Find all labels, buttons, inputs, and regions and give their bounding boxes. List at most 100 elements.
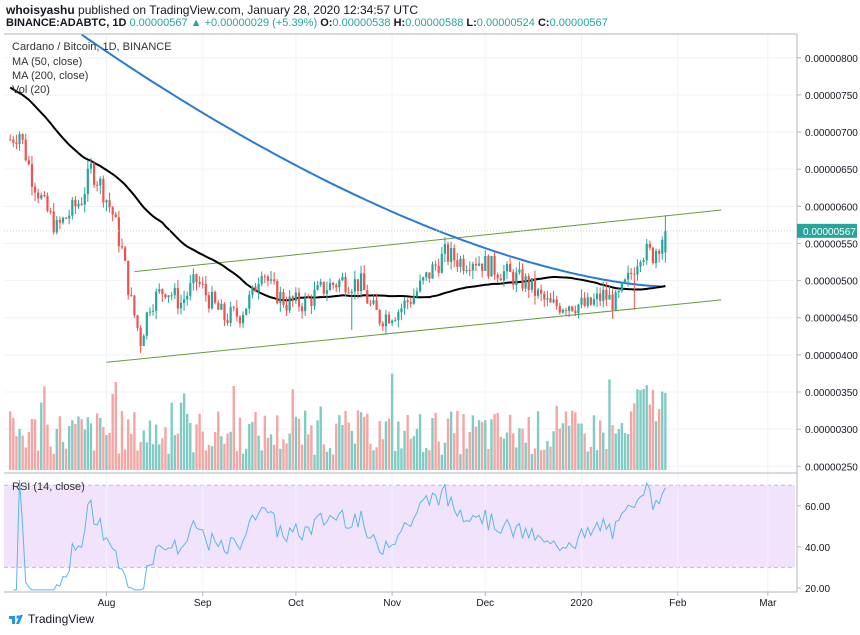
volume-bar bbox=[549, 446, 552, 470]
volume-bar bbox=[294, 416, 298, 470]
candle-body bbox=[58, 220, 61, 223]
volume-bar bbox=[99, 417, 102, 470]
volume-bar bbox=[645, 385, 648, 470]
volume-bar bbox=[276, 415, 279, 470]
legend-ma50[interactable]: MA (50, close) bbox=[12, 56, 83, 68]
ma200-line bbox=[81, 33, 666, 288]
volume-bar bbox=[431, 418, 434, 470]
volume-bar bbox=[527, 417, 530, 470]
volume-bar bbox=[589, 446, 593, 470]
candle-body bbox=[350, 291, 353, 293]
candle-body bbox=[422, 277, 425, 281]
volume-bar bbox=[577, 423, 580, 470]
published-text: published on TradingView.com, January 28… bbox=[78, 3, 419, 17]
volume-bar bbox=[257, 435, 260, 470]
candle-body bbox=[599, 293, 602, 301]
candle-body bbox=[245, 308, 248, 315]
last-price-tag-label: 0.00000567 bbox=[803, 227, 856, 238]
candle-body bbox=[214, 291, 217, 303]
open-label: O: bbox=[320, 17, 333, 29]
volume-bar bbox=[210, 446, 214, 470]
chart[interactable]: 0.00000800 0.00000750 0.00000700 0.00000650… bbox=[0, 0, 860, 612]
candle-body bbox=[310, 297, 313, 306]
volume-bar bbox=[359, 412, 363, 470]
candle-body bbox=[313, 289, 316, 306]
footer-brand[interactable]: TradingView bbox=[28, 612, 95, 626]
candle-body bbox=[577, 304, 580, 314]
volume-bar bbox=[468, 431, 471, 470]
candle-body bbox=[450, 248, 453, 262]
candle-body bbox=[552, 299, 555, 303]
candle-body bbox=[623, 279, 627, 283]
candle-body bbox=[164, 294, 167, 298]
candle-body bbox=[459, 258, 462, 267]
tradingview-logo-icon[interactable] bbox=[8, 613, 24, 625]
candle-body bbox=[493, 256, 496, 275]
legend-ma200[interactable]: MA (200, close) bbox=[12, 70, 89, 82]
candle-body bbox=[347, 292, 350, 294]
candle-body bbox=[592, 299, 596, 305]
volume-bar bbox=[269, 434, 273, 470]
rsi-tick-label: 40.00 bbox=[805, 543, 830, 554]
volume-bar bbox=[303, 410, 307, 470]
candle-body bbox=[151, 310, 155, 312]
volume-bar bbox=[341, 424, 344, 470]
candle-body bbox=[282, 291, 285, 305]
candle-body bbox=[27, 160, 30, 165]
candle-body bbox=[155, 291, 158, 311]
candle-body bbox=[651, 247, 655, 263]
time-tick-label: Sep bbox=[194, 598, 212, 609]
candle-body bbox=[127, 260, 130, 295]
volume-bar bbox=[347, 422, 350, 470]
volume-bar bbox=[608, 379, 611, 470]
volume-bar bbox=[49, 446, 52, 470]
candle-body bbox=[434, 264, 437, 266]
legend-pair[interactable]: Cardano / Bitcoin, 1D, BINANCE bbox=[12, 41, 172, 53]
volume-bar bbox=[325, 451, 329, 470]
volume-bar bbox=[366, 413, 369, 470]
volume-bar bbox=[229, 431, 232, 470]
volume-bar bbox=[80, 419, 83, 470]
candle-body bbox=[217, 302, 220, 310]
candle-body bbox=[148, 311, 152, 313]
candle-body bbox=[431, 264, 434, 279]
volume-bar bbox=[462, 414, 465, 470]
candle-body bbox=[515, 272, 518, 286]
candle-body bbox=[18, 134, 21, 144]
volume-bar bbox=[176, 433, 180, 470]
candle-body bbox=[372, 300, 375, 304]
volume-bar bbox=[204, 450, 208, 470]
candle-body bbox=[24, 139, 27, 161]
legend-vol[interactable]: Vol (20) bbox=[12, 84, 50, 96]
volume-bar bbox=[173, 435, 176, 470]
volume-bar bbox=[661, 391, 664, 470]
author-name[interactable]: whoisyashu bbox=[6, 3, 75, 17]
candle-body bbox=[540, 289, 543, 294]
volume-bar bbox=[564, 411, 568, 470]
candle-body bbox=[636, 266, 639, 275]
volume-bar bbox=[490, 419, 493, 470]
volume-bar bbox=[300, 444, 304, 470]
candle-body bbox=[142, 335, 145, 347]
close-value: 0.00000567 bbox=[549, 17, 608, 29]
candle-body bbox=[71, 199, 74, 216]
rsi-tick-label: 20.00 bbox=[805, 584, 830, 595]
candle-body bbox=[549, 298, 552, 303]
volume-bar bbox=[102, 426, 105, 470]
volume-bar bbox=[434, 412, 437, 470]
volume-bar bbox=[310, 425, 313, 470]
volume-bar bbox=[136, 450, 139, 470]
volume-bar bbox=[350, 430, 353, 470]
candle-body bbox=[335, 285, 338, 288]
volume-bar bbox=[571, 410, 574, 470]
candle-body bbox=[465, 269, 468, 272]
candle-body bbox=[412, 296, 415, 304]
legend-rsi[interactable]: RSI (14, close) bbox=[12, 481, 85, 493]
candle-body bbox=[161, 289, 164, 295]
volume-bar bbox=[394, 450, 397, 470]
symbol-label: BINANCE:ADABTC, 1D bbox=[6, 17, 127, 29]
candle-body bbox=[204, 283, 207, 296]
volume-bar bbox=[235, 450, 239, 470]
volume-bar bbox=[378, 421, 381, 470]
rsi-tick-label: 60.00 bbox=[805, 502, 830, 513]
